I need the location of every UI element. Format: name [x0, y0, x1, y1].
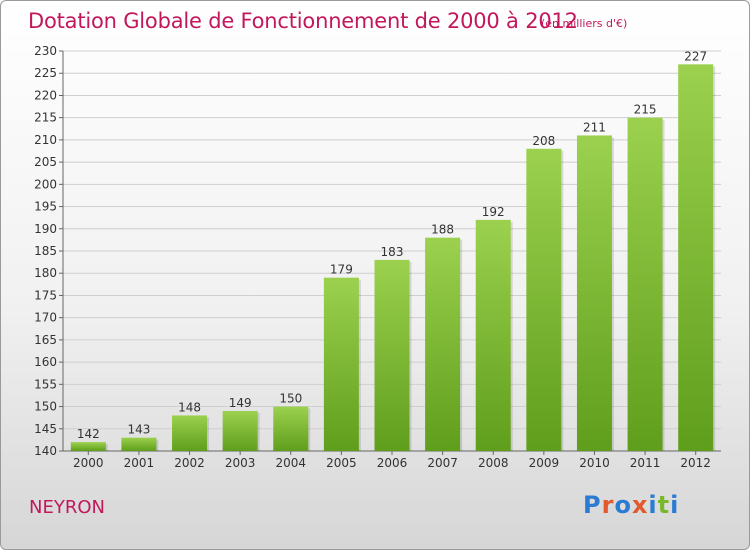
- data-label: 183: [381, 245, 404, 259]
- y-tick-label: 140: [34, 444, 57, 458]
- data-label: 148: [178, 400, 201, 414]
- proxiti-logo: Proxiti: [583, 491, 679, 519]
- y-tick-label: 205: [34, 155, 57, 169]
- x-tick-label: 2001: [124, 456, 155, 470]
- bar: [273, 406, 309, 451]
- chart-subtitle: (en milliers d'€): [541, 17, 628, 30]
- bar: [172, 415, 208, 451]
- logo-letter: o: [614, 491, 632, 519]
- logo-letter: i: [648, 491, 658, 519]
- bar: [222, 411, 258, 451]
- bar: [627, 117, 663, 452]
- x-tick-label: 2000: [73, 456, 104, 470]
- logo-letter: i: [670, 491, 680, 519]
- bar: [678, 64, 714, 452]
- y-tick-label: 215: [34, 111, 57, 125]
- bar: [121, 437, 157, 451]
- bar: [526, 148, 562, 451]
- y-tick-label: 225: [34, 66, 57, 80]
- y-tick-label: 200: [34, 177, 57, 191]
- y-tick-label: 220: [34, 88, 57, 102]
- x-tick-label: 2010: [579, 456, 610, 470]
- data-label: 150: [279, 392, 302, 406]
- bar: [323, 277, 359, 451]
- data-label: 143: [127, 423, 150, 437]
- data-label: 188: [431, 223, 454, 237]
- commune-name: NEYRON: [29, 497, 105, 518]
- y-tick-label: 170: [34, 311, 57, 325]
- bar: [475, 219, 511, 451]
- y-tick-label: 150: [34, 400, 57, 414]
- x-tick-label: 2011: [630, 456, 661, 470]
- y-tick-label: 185: [34, 244, 57, 258]
- x-tick-label: 2012: [680, 456, 711, 470]
- y-tick-label: 180: [34, 266, 57, 280]
- y-tick-label: 165: [34, 333, 57, 347]
- bar: [425, 237, 461, 451]
- x-tick-label: 2006: [377, 456, 408, 470]
- y-tick-label: 155: [34, 377, 57, 391]
- y-tick-label: 160: [34, 355, 57, 369]
- data-label: 149: [229, 396, 252, 410]
- data-label: 192: [482, 205, 505, 219]
- logo-letter: r: [601, 491, 615, 519]
- x-tick-label: 2008: [478, 456, 509, 470]
- y-tick-label: 145: [34, 422, 57, 436]
- bar: [374, 259, 410, 451]
- x-tick-label: 2003: [225, 456, 256, 470]
- bar: [70, 442, 106, 451]
- y-tick-label: 195: [34, 200, 57, 214]
- logo-letter: x: [631, 491, 649, 519]
- data-label: 142: [77, 427, 100, 441]
- x-tick-label: 2002: [174, 456, 205, 470]
- logo-letter: t: [657, 491, 671, 519]
- chart-title: Dotation Globale de Fonctionnement de 20…: [28, 9, 578, 33]
- bar: [576, 135, 612, 451]
- data-label: 208: [532, 134, 555, 148]
- x-tick-label: 2007: [427, 456, 458, 470]
- data-label: 211: [583, 120, 606, 134]
- data-label: 227: [684, 49, 707, 63]
- data-label: 179: [330, 263, 353, 277]
- x-tick-label: 2009: [529, 456, 560, 470]
- y-tick-label: 230: [34, 44, 57, 58]
- x-tick-label: 2005: [326, 456, 357, 470]
- y-tick-label: 190: [34, 222, 57, 236]
- x-tick-label: 2004: [275, 456, 306, 470]
- logo-letter: P: [583, 491, 602, 519]
- data-label: 215: [634, 103, 657, 117]
- y-tick-label: 210: [34, 133, 57, 147]
- y-tick-label: 175: [34, 288, 57, 302]
